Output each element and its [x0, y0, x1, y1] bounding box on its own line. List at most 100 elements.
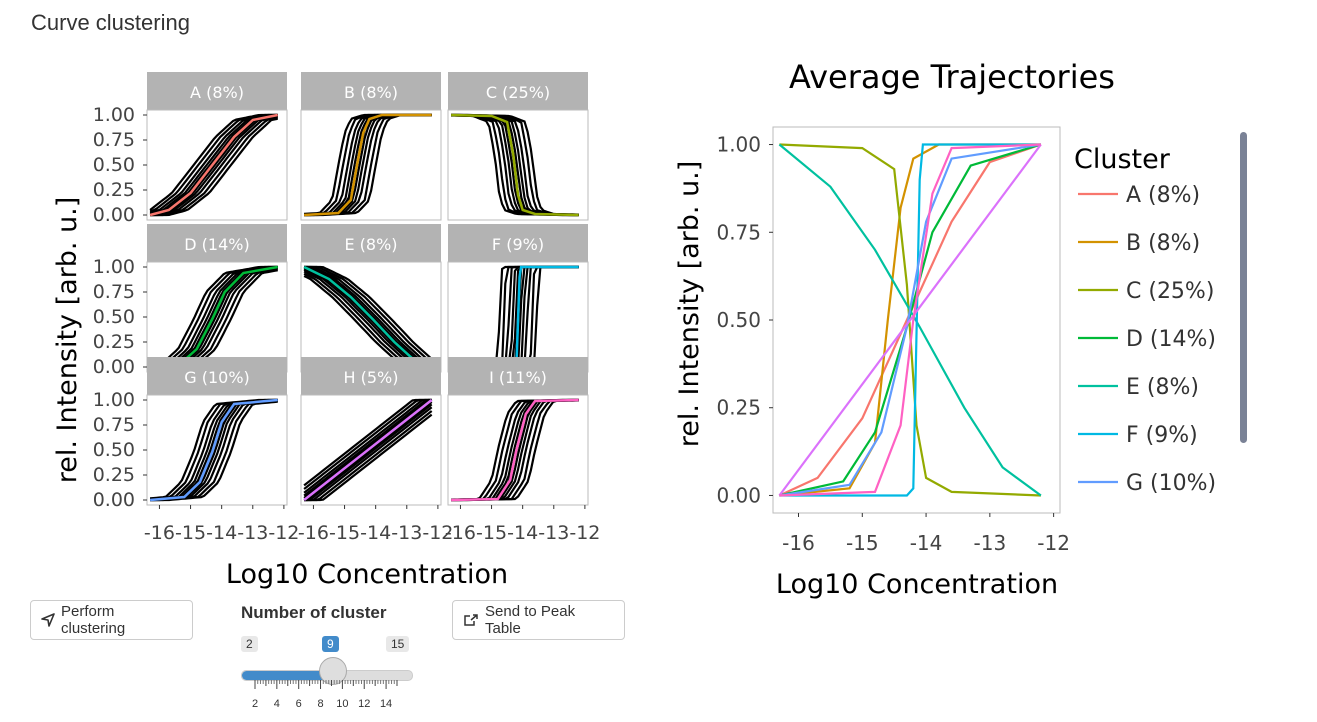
- y-tick-label: 0.75: [93, 414, 135, 436]
- facet-average-line-B: [304, 113, 432, 217]
- x-tick-label: -13: [974, 531, 1007, 555]
- x-tick-label: -16: [298, 522, 329, 544]
- legend-label-G: G (10%): [1126, 471, 1216, 496]
- slider-label: Number of cluster: [241, 603, 387, 622]
- series-line-C: [779, 143, 1041, 497]
- x-tick-label: -13: [391, 522, 422, 544]
- series-line-B: [779, 143, 1041, 497]
- average-trajectories-chart: Average Trajectories 0.00 0.25 0.50 0.75 1.00…: [674, 58, 1216, 600]
- member-curve-E-7: [304, 265, 433, 365]
- cluster-count-slider[interactable]: Number of cluster 2 9 15 2 4 6 8 10 12 14: [236, 600, 416, 715]
- x-tick-label: -16: [782, 531, 815, 555]
- slider-tick-label: 10: [336, 698, 348, 710]
- facet-strip-label-H: H (5%): [344, 368, 399, 387]
- facet-strip-A: [147, 72, 287, 110]
- facet-average-line-G: [149, 398, 278, 502]
- x-tick-label: -16: [144, 522, 175, 544]
- location-arrow-icon: [41, 613, 55, 627]
- facet-y-axis-label: rel. Intensity [arb. u.]: [52, 197, 83, 484]
- y-tick-label: 0.75: [716, 220, 761, 244]
- facet-x-axis-label: Log10 Concentration: [226, 559, 508, 590]
- x-tick-label: -14: [910, 531, 943, 555]
- member-curve-H-8: [304, 410, 433, 502]
- send-to-peak-table-label: Send to Peak Table: [485, 603, 576, 637]
- x-tick-label: -15: [846, 531, 879, 555]
- facet-panel-A: A (8%) 0.00 0.25 0.50 0.75 1.00: [93, 72, 288, 226]
- member-curve-A-10: [149, 113, 278, 211]
- legend-label-E: E (8%): [1126, 375, 1199, 400]
- legend-label-D: D (14%): [1126, 327, 1216, 352]
- avg-x-axis-label: Log10 Concentration: [776, 569, 1058, 600]
- legend-scrollbar[interactable]: [1240, 132, 1247, 443]
- x-tick-label: -12: [268, 522, 299, 544]
- facet-strip-D: [147, 224, 287, 262]
- perform-clustering-button[interactable]: Perform clustering: [30, 600, 193, 640]
- facet-panel-H: H (5%) -16 -15 -14 -13 -12: [298, 357, 453, 544]
- member-curve-G-10: [149, 398, 278, 500]
- perform-clustering-label: Perform clustering: [61, 603, 126, 637]
- y-tick-label: 1.00: [93, 256, 135, 278]
- page-title: Curve clustering: [31, 10, 190, 35]
- share-icon: [464, 614, 478, 626]
- member-curve-H-7: [304, 406, 433, 502]
- series-line-H: [778, 143, 1042, 497]
- legend-label-C: C (25%): [1126, 279, 1214, 304]
- facet-strip-H: [301, 357, 441, 395]
- facet-average-line-H: [303, 399, 433, 501]
- send-to-peak-table-button[interactable]: Send to Peak Table: [452, 600, 625, 640]
- slider-tick-label: 4: [274, 698, 280, 710]
- facet-strip-I: [448, 357, 588, 395]
- series-line-I: [779, 143, 1041, 497]
- slider-tick-label: 8: [317, 698, 323, 710]
- x-tick-label: -15: [175, 522, 206, 544]
- x-tick-label: -12: [569, 522, 600, 544]
- legend-label-B: B (8%): [1126, 231, 1200, 256]
- member-curve-G-9: [150, 400, 278, 502]
- facet-strip-label-G: G (10%): [184, 368, 250, 387]
- facet-panel-G: G (10%) 0.00 0.25 0.50 0.75 1.00 -16 -15 -14 -13-…: [93, 357, 299, 544]
- facet-panel-B: B (8%): [300, 72, 442, 221]
- member-curve-H-5: [303, 401, 433, 502]
- slider-tick-label: 14: [380, 698, 392, 710]
- x-tick-label: -15: [329, 522, 360, 544]
- member-curve-H-6: [304, 403, 433, 502]
- y-tick-label: 0.50: [93, 439, 135, 461]
- facet-strip-label-I: I (11%): [489, 368, 547, 387]
- x-tick-label: -14: [360, 522, 391, 544]
- y-tick-label: 0.25: [93, 179, 135, 201]
- legend-title: Cluster: [1074, 144, 1171, 175]
- y-tick-label: 0.00: [716, 483, 761, 507]
- member-curve-H-1: [303, 398, 432, 494]
- slider-track-fill: [242, 671, 334, 680]
- facet-average-line-I: [451, 398, 579, 502]
- y-tick-label: 0.50: [93, 154, 135, 176]
- facet-strip-E: [301, 224, 441, 262]
- member-curve-H-3: [303, 398, 432, 499]
- member-curve-E-8: [304, 265, 433, 363]
- facet-average-line-A: [149, 113, 278, 217]
- slider-tick-label: 2: [252, 698, 258, 710]
- member-curve-H-0: [303, 398, 432, 490]
- facet-strip-G: [147, 357, 287, 395]
- member-curve-E-9: [304, 265, 433, 360]
- member-curve-H-2: [303, 398, 432, 497]
- member-curve-H-9: [304, 413, 433, 502]
- facet-plot-area-G: [146, 394, 288, 506]
- legend-label-A: A (8%): [1126, 183, 1200, 208]
- facet-strip-label-D: D (14%): [184, 235, 249, 254]
- facet-panel-F: F (9%): [447, 224, 589, 373]
- y-tick-label: 0.00: [93, 489, 135, 511]
- member-curve-D-10: [149, 265, 278, 366]
- x-tick-label: -12: [1037, 531, 1070, 555]
- facet-panel-E: E (8%): [300, 224, 442, 373]
- y-tick-label: 1.00: [716, 133, 761, 157]
- slider-min-label: 2: [241, 636, 258, 652]
- y-tick-label: 0.25: [93, 464, 135, 486]
- x-tick-label: -14: [206, 522, 237, 544]
- x-tick-label: -16: [445, 522, 476, 544]
- series-line-E: [778, 143, 1042, 497]
- series-line-G: [779, 143, 1042, 497]
- y-tick-label: 0.50: [716, 308, 761, 332]
- facet-strip-label-C: C (25%): [486, 83, 550, 102]
- slider-tick-label: 12: [358, 698, 370, 710]
